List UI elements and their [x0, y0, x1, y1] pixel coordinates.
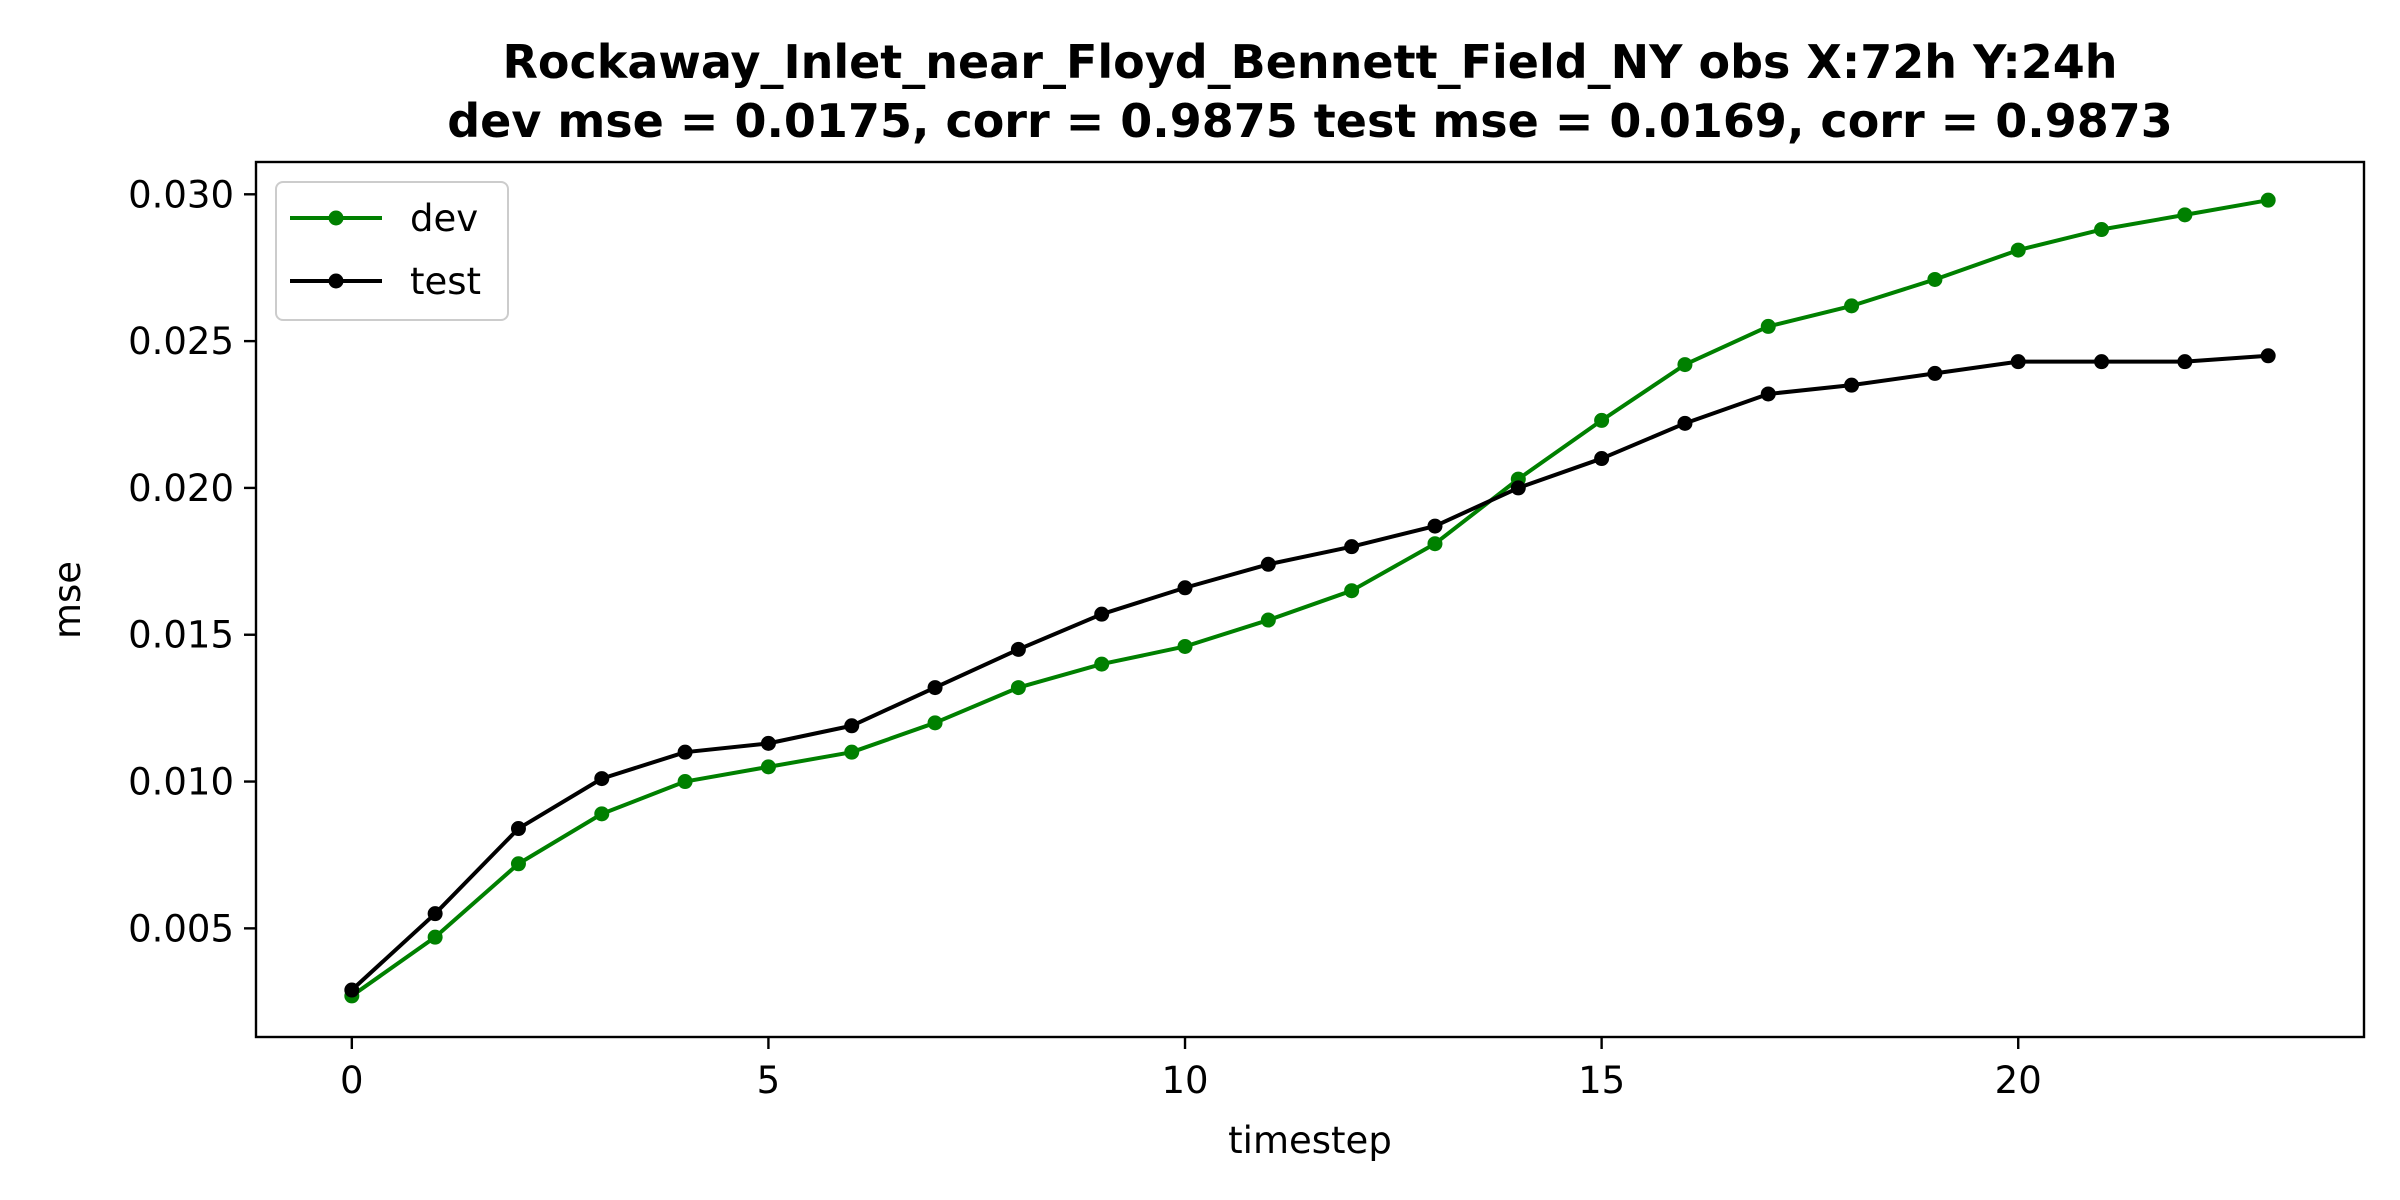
- x-tick-label: 10: [1161, 1059, 1208, 1102]
- data-point-test: [1094, 606, 1110, 622]
- data-point-test: [1510, 480, 1526, 496]
- data-point-test: [1177, 580, 1193, 596]
- data-point-dev: [510, 856, 526, 872]
- y-axis-label: mse: [46, 561, 89, 639]
- data-point-test: [1677, 415, 1693, 431]
- data-point-dev: [1010, 680, 1026, 696]
- x-tick-label: 15: [1578, 1059, 1625, 1102]
- data-point-test: [1427, 518, 1443, 534]
- x-tick-label: 0: [340, 1059, 364, 1102]
- data-point-dev: [844, 744, 860, 760]
- data-point-dev: [1594, 412, 1610, 428]
- chart-title-line2: dev mse = 0.0175, corr = 0.9875 test mse…: [447, 94, 2173, 148]
- plot-area: [344, 192, 2276, 1004]
- legend-marker-dev: [328, 210, 344, 226]
- data-point-test: [1760, 386, 1776, 402]
- data-point-dev: [2260, 192, 2276, 208]
- data-point-dev: [1177, 638, 1193, 654]
- data-point-test: [844, 718, 860, 734]
- data-point-dev: [760, 759, 776, 775]
- data-point-dev: [2094, 222, 2110, 238]
- data-point-dev: [1927, 271, 1943, 287]
- x-axis: 0 5 10 15 20: [340, 1037, 2042, 1102]
- data-point-test: [1844, 377, 1860, 393]
- data-point-test: [1594, 451, 1610, 467]
- data-point-dev: [1344, 583, 1360, 599]
- x-tick-label: 5: [757, 1059, 781, 1102]
- data-point-dev: [1677, 357, 1693, 373]
- data-point-test: [1260, 556, 1276, 572]
- data-point-dev: [677, 774, 693, 790]
- legend-marker-test: [328, 273, 344, 289]
- chart-title-line1: Rockaway_Inlet_near_Floyd_Bennett_Field_…: [502, 35, 2117, 89]
- data-point-dev: [427, 929, 443, 945]
- data-point-test: [677, 744, 693, 760]
- y-tick-label: 0.025: [128, 320, 234, 363]
- x-tick-label: 20: [1995, 1059, 2042, 1102]
- y-tick-label: 0.010: [128, 761, 234, 804]
- series-line-dev: [349, 198, 2271, 998]
- data-point-dev: [1260, 612, 1276, 628]
- data-point-test: [2177, 354, 2193, 370]
- series-line-test: [349, 353, 2271, 993]
- y-tick-label: 0.020: [128, 467, 234, 510]
- data-point-test: [1010, 641, 1026, 657]
- legend-label-dev: dev: [410, 197, 478, 240]
- legend-label-test: test: [410, 260, 481, 303]
- data-point-dev: [1427, 536, 1443, 552]
- data-point-dev: [1844, 298, 1860, 314]
- x-axis-label: timestep: [1228, 1119, 1392, 1162]
- data-point-test: [760, 735, 776, 751]
- data-point-dev: [594, 806, 610, 822]
- data-point-dev: [1760, 318, 1776, 334]
- data-point-dev: [927, 715, 943, 731]
- y-tick-label: 0.030: [128, 173, 234, 216]
- y-axis: 0.005 0.010 0.015 0.020 0.025 0.030: [128, 173, 256, 950]
- data-point-test: [1927, 365, 1943, 381]
- legend: dev test: [275, 181, 509, 321]
- data-point-dev: [2010, 242, 2026, 258]
- y-tick-label: 0.015: [128, 614, 234, 657]
- data-point-dev: [1094, 656, 1110, 672]
- data-point-test: [2010, 354, 2026, 370]
- data-point-test: [344, 982, 360, 998]
- data-point-test: [1344, 539, 1360, 555]
- data-point-dev: [2177, 207, 2193, 223]
- data-point-test: [510, 821, 526, 837]
- data-point-test: [2094, 354, 2110, 370]
- data-point-test: [2260, 348, 2276, 364]
- data-point-test: [927, 680, 943, 696]
- data-point-test: [427, 906, 443, 922]
- y-tick-label: 0.005: [128, 907, 234, 950]
- data-point-test: [594, 771, 610, 787]
- plot-frame: [254, 160, 2366, 1039]
